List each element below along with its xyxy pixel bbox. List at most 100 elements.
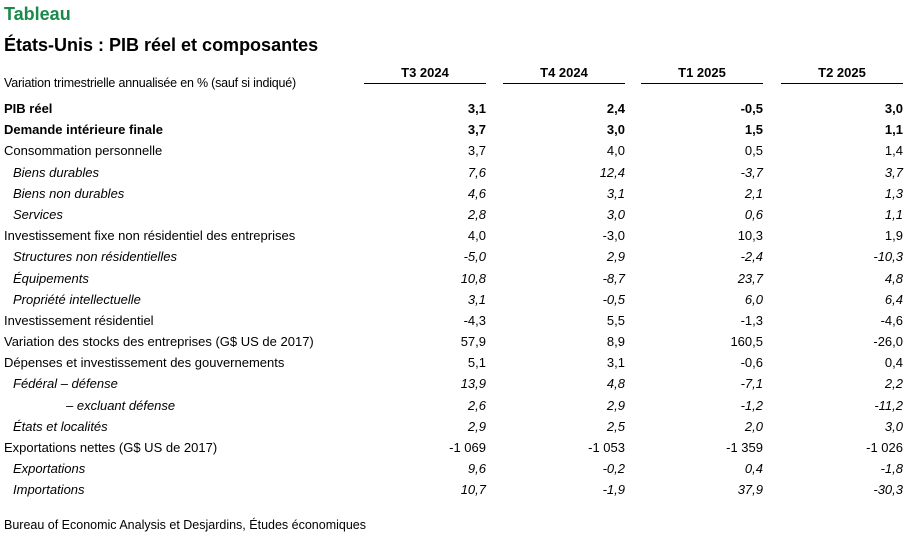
table-row: Variation des stocks des entreprises (G$…	[0, 332, 915, 353]
table-cell: 2,5	[606, 418, 625, 434]
table-cell: -3,7	[740, 164, 763, 180]
table-cell: 13,9	[460, 376, 486, 392]
row-label: Biens non durables	[13, 185, 125, 201]
row-label: Consommation personnelle	[4, 143, 163, 159]
table-row: Demande intérieure finale 3,7 3,0 1,5 1,1	[0, 120, 915, 141]
table-cell: 4,0	[467, 228, 486, 244]
table-cell: -0,5	[740, 101, 763, 116]
table-kicker: Tableau	[4, 4, 71, 24]
table-cell: 4,8	[884, 270, 903, 286]
source-note: Bureau of Economic Analysis et Desjardin…	[4, 518, 366, 532]
table-cell: -0,2	[602, 461, 625, 477]
table-cell: 2,4	[606, 101, 625, 116]
table-cell: -7,1	[740, 376, 763, 392]
table-row: Investissement fixe non résidentiel des …	[0, 226, 915, 247]
table-cell: -5,0	[463, 249, 486, 265]
table-cell: 2,0	[744, 418, 763, 434]
table-row: États et localités 2,9 2,5 2,0 3,0	[0, 417, 915, 438]
table-row: PIB réel 3,1 2,4 -0,5 3,0	[0, 99, 915, 120]
table-cell: -0,6	[740, 355, 763, 371]
table-cell: 3,0	[884, 101, 903, 116]
table-row: Fédéral – défense 13,9 4,8 -7,1 2,2	[0, 374, 915, 395]
table-cell: 3,0	[884, 418, 903, 434]
table-cell: -8,7	[602, 270, 625, 286]
table-cell: 0,4	[744, 461, 763, 477]
table-cell: 3,0	[606, 122, 625, 138]
table-cell: 10,7	[460, 482, 486, 498]
row-label: Importations	[13, 482, 85, 498]
table-cell: 2,8	[467, 206, 486, 222]
table-cell: 0,6	[744, 206, 763, 222]
table-cell: 5,5	[606, 312, 625, 328]
row-label: Fédéral – défense	[13, 376, 118, 392]
table-row: Dépenses et investissement des gouvernem…	[0, 353, 915, 374]
table-row: Investissement résidentiel -4,3 5,5 -1,3 -4,…	[0, 311, 915, 332]
table-cell: 2,1	[744, 185, 763, 201]
table-cell: -4,6	[880, 312, 903, 328]
table-cell: 1,5	[744, 122, 763, 138]
row-label: Investissement résidentiel	[4, 312, 154, 328]
table-cell: 1,9	[884, 228, 903, 244]
table-cell: -2,4	[740, 249, 763, 265]
table-cell: 3,0	[606, 206, 625, 222]
table-cell: 1,3	[884, 185, 903, 201]
row-label: Équipements	[13, 270, 89, 286]
row-label: Investissement fixe non résidentiel des …	[4, 228, 296, 244]
table-cell: 4,0	[606, 143, 625, 159]
table-cell: 3,1	[467, 291, 486, 307]
row-label: Exportations nettes (G$ US de 2017)	[4, 440, 218, 455]
table-cell: -30,3	[873, 482, 903, 498]
table-cell: 160,5	[730, 334, 763, 350]
table-row: – excluant défense 2,6 2,9 -1,2 -11,2	[0, 396, 915, 417]
row-label: États et localités	[13, 418, 108, 434]
table-cell: 4,6	[467, 185, 486, 201]
table-cell: 1,1	[884, 206, 903, 222]
table-cell: -10,3	[873, 249, 903, 265]
table-cell: 7,6	[467, 164, 486, 180]
table-cell: 1,4	[884, 143, 903, 159]
row-label: Biens durables	[13, 164, 99, 180]
table-cell: 3,7	[884, 164, 903, 180]
row-label: Dépenses et investissement des gouvernem…	[4, 355, 285, 371]
table-cell: 3,7	[467, 143, 486, 159]
table-cell: -1,9	[602, 482, 625, 498]
table-cell: 5,1	[467, 355, 486, 371]
table-cell: 2,9	[606, 249, 625, 265]
table-title: États-Unis : PIB réel et composantes	[4, 35, 319, 55]
table-row: Biens non durables 4,6 3,1 2,1 1,3	[0, 184, 915, 205]
table-cell: 10,8	[460, 270, 486, 286]
table-cell: -1,2	[740, 397, 763, 413]
table-cell: 2,9	[467, 418, 486, 434]
table-cell: 0,4	[884, 355, 903, 371]
column-header-t4-2024: T4 2024	[503, 63, 625, 84]
table-cell: 3,1	[467, 101, 486, 116]
table-row: Consommation personnelle 3,7 4,0 0,5 1,4	[0, 141, 915, 162]
table-cell: 2,2	[884, 376, 903, 392]
table-cell: 6,4	[884, 291, 903, 307]
table-cell: -1,3	[740, 312, 763, 328]
table-cell: 2,9	[606, 397, 625, 413]
table-cell: -4,3	[463, 312, 486, 328]
table-cell: 9,6	[467, 461, 486, 477]
table-row: Structures non résidentielles -5,0 2,9 -2,4…	[0, 247, 915, 268]
table-cell: 37,9	[737, 482, 763, 498]
table-cell: -1 069	[449, 440, 486, 455]
column-header-t1-2025: T1 2025	[641, 63, 763, 84]
table-cell: -1 026	[866, 440, 903, 455]
table-cell: 3,1	[606, 355, 625, 371]
table-cell: -0,5	[602, 291, 625, 307]
table-cell: -3,0	[602, 228, 625, 244]
table-cell: -1 053	[588, 440, 625, 455]
table-cell: 6,0	[744, 291, 763, 307]
column-header-t2-2025: T2 2025	[781, 63, 903, 84]
table-cell: -1,8	[880, 461, 903, 477]
table-cell: 1,1	[884, 122, 903, 138]
table-cell: 4,8	[606, 376, 625, 392]
table-row: Exportations 9,6 -0,2 0,4 -1,8	[0, 459, 915, 480]
table-row: Propriété intellectuelle 3,1 -0,5 6,0 6,4	[0, 290, 915, 311]
row-label: Propriété intellectuelle	[13, 291, 141, 307]
table-cell: 3,1	[606, 185, 625, 201]
table-cell: 10,3	[737, 228, 763, 244]
table-cell: -26,0	[873, 334, 903, 350]
table-cell: 57,9	[460, 334, 486, 350]
